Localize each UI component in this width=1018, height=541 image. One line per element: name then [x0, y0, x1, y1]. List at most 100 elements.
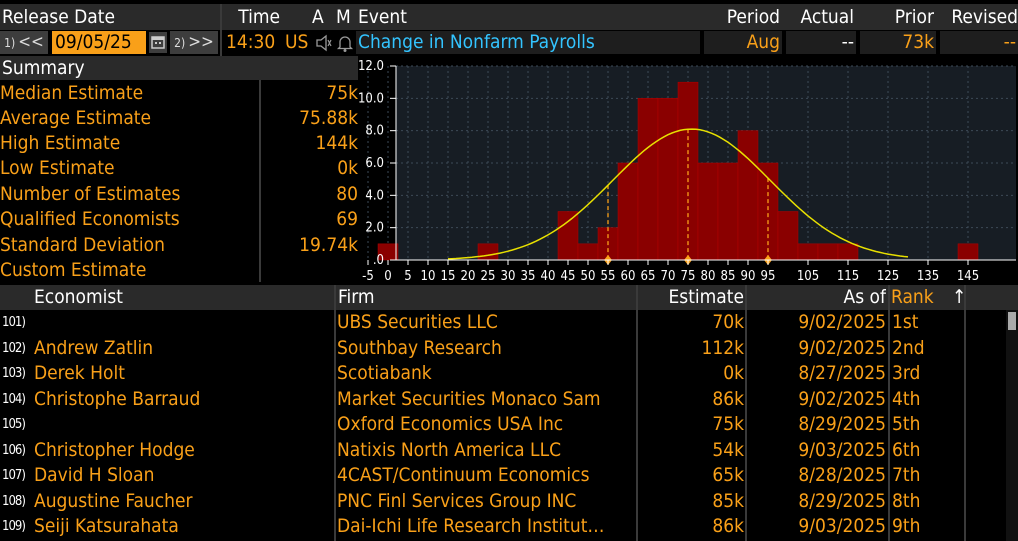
- a-header[interactable]: A: [312, 6, 324, 28]
- x-tick-label: 0: [384, 269, 391, 284]
- table-row[interactable]: 107) David H Sloan 4CAST/Continuum Econo…: [0, 463, 1006, 489]
- economist-name[interactable]: Christopher Hodge: [34, 438, 195, 461]
- summary-value: 75.88k: [299, 107, 358, 129]
- firm-name[interactable]: Oxford Economics USA Inc: [337, 413, 564, 435]
- speaker-icon[interactable]: [315, 33, 333, 53]
- x-tick-label: 105: [797, 269, 819, 284]
- rank-value: 1st: [892, 311, 919, 333]
- histogram-bar: [617, 162, 639, 261]
- summary-label[interactable]: Custom Estimate: [0, 259, 147, 281]
- actual-header[interactable]: Actual: [800, 6, 854, 28]
- estimate-value: 70k: [712, 311, 744, 333]
- x-tick-label: 135: [917, 269, 939, 284]
- firm-name[interactable]: PNC Finl Services Group INC: [337, 489, 577, 512]
- firm-name[interactable]: Scotiabank: [337, 362, 432, 384]
- firm-name[interactable]: Market Securities Monaco Sam: [337, 387, 601, 410]
- economist-name[interactable]: Seiji Katsurahata: [34, 515, 179, 537]
- x-tick-label: 55: [601, 269, 616, 284]
- alert-bell-icon[interactable]: [336, 33, 354, 53]
- x-tick-label: 85: [721, 269, 736, 284]
- table-scrollbar[interactable]: [1006, 310, 1018, 541]
- x-tick-label: 60: [621, 269, 636, 284]
- prev-date-button[interactable]: 1) <<: [0, 31, 48, 54]
- as-of-date: 8/27/2025: [798, 362, 886, 384]
- rank-column-header[interactable]: Rank: [891, 286, 934, 308]
- table-row[interactable]: 104) Christophe Barraud Market Securitie…: [0, 387, 1006, 413]
- histogram-bar: [797, 243, 819, 261]
- as-of-date: 8/28/2025: [798, 464, 886, 486]
- table-row[interactable]: 109) Seiji Katsurahata Dai-Ichi Life Res…: [0, 514, 1006, 540]
- m-header[interactable]: M: [336, 6, 351, 28]
- firm-name[interactable]: UBS Securities LLC: [337, 311, 498, 333]
- firm-name[interactable]: Natixis North America LLC: [337, 438, 562, 461]
- y-tick-label: 2.0: [365, 221, 384, 236]
- rank-value: 7th: [892, 464, 921, 486]
- event-header[interactable]: Event: [358, 6, 407, 28]
- summary-label: Standard Deviation: [0, 234, 165, 256]
- x-tick-label: 10: [421, 269, 436, 284]
- table-row[interactable]: 106) Christopher Hodge Natixis North Ame…: [0, 438, 1006, 464]
- table-row[interactable]: 101) UBS Securities LLC 70k 9/02/2025 1s…: [0, 310, 1006, 336]
- header-bar: [0, 4, 1018, 30]
- x-tick-label: 45: [561, 269, 576, 284]
- economist-name[interactable]: Augustine Faucher: [34, 489, 193, 512]
- revised-header[interactable]: Revised: [951, 6, 1018, 28]
- revised-value: --: [940, 31, 1018, 54]
- x-tick-label: 35: [521, 269, 536, 284]
- prev-num: 1): [4, 36, 16, 50]
- economist-name[interactable]: Christophe Barraud: [34, 387, 201, 410]
- estimates-histogram: 12.0 10.0 8.0 6.0 4.0 2.0 .0 -5 0 5 10 15 20 25 30 35 4…: [358, 56, 1018, 286]
- x-tick-label: 115: [837, 269, 859, 284]
- economist-column-header[interactable]: Economist: [34, 286, 123, 308]
- sort-ascending-icon[interactable]: ↑: [952, 286, 966, 308]
- x-tick-label: 80: [701, 269, 716, 284]
- custom-estimate-input[interactable]: [262, 258, 358, 283]
- x-tick-label: -5: [362, 269, 374, 284]
- row-number: 106): [2, 442, 26, 458]
- table-row[interactable]: 108) Augustine Faucher PNC Finl Services…: [0, 489, 1006, 515]
- period-header[interactable]: Period: [726, 6, 780, 28]
- economist-name[interactable]: Andrew Zatlin: [34, 336, 154, 359]
- row-number: 104): [2, 391, 26, 407]
- x-tick-label: 75: [681, 269, 696, 284]
- table-row[interactable]: 103) Derek Holt Scotiabank 0k 8/27/2025 …: [0, 361, 1006, 387]
- period-value: Aug: [704, 31, 782, 54]
- event-name-link[interactable]: Change in Nonfarm Payrolls: [356, 31, 700, 54]
- economist-name[interactable]: Derek Holt: [34, 362, 125, 384]
- prior-value: 73k: [860, 31, 936, 54]
- next-arrow: >>: [188, 32, 214, 52]
- summary-label: High Estimate: [0, 132, 121, 154]
- firm-name[interactable]: Southbay Research: [337, 336, 502, 359]
- next-date-button[interactable]: 2) >>: [170, 31, 218, 54]
- table-row[interactable]: 105) Oxford Economics USA Inc 75k 8/29/2…: [0, 412, 1006, 438]
- calendar-icon[interactable]: [149, 32, 167, 53]
- col-divider: [745, 285, 747, 541]
- row-number: 101): [2, 315, 26, 330]
- summary-label: Qualified Economists: [0, 208, 180, 230]
- histogram-bar: [837, 243, 859, 261]
- table-row[interactable]: 102) Andrew Zatlin Southbay Research 112…: [0, 336, 1006, 362]
- release-date-header[interactable]: Release Date: [2, 6, 115, 28]
- release-date-input[interactable]: 09/05/25: [52, 31, 146, 54]
- estimate-column-header[interactable]: Estimate: [668, 286, 745, 308]
- normal-curve: [447, 128, 909, 260]
- x-tick-label: 70: [661, 269, 676, 284]
- scrollbar-thumb[interactable]: [1008, 312, 1016, 330]
- firm-name[interactable]: 4CAST/Continuum Economics: [337, 464, 590, 486]
- x-tick-label: 5: [404, 269, 411, 284]
- row-number: 103): [2, 366, 26, 381]
- col-divider: [334, 285, 336, 541]
- histogram-bar: [737, 130, 759, 261]
- firm-name[interactable]: Dai-Ichi Life Research Institut…: [337, 515, 605, 537]
- summary-value: 144k: [315, 132, 358, 154]
- actual-value: --: [786, 31, 856, 54]
- y-tick-label: 6.0: [365, 156, 384, 171]
- economist-name[interactable]: David H Sloan: [34, 464, 155, 486]
- x-tick-label: 15: [441, 269, 456, 284]
- prior-header[interactable]: Prior: [894, 6, 934, 28]
- rank-value: 8th: [892, 489, 921, 512]
- as-of-column-header[interactable]: As of: [843, 286, 887, 308]
- as-of-date: 9/02/2025: [798, 336, 886, 359]
- time-header[interactable]: Time: [238, 6, 280, 28]
- firm-column-header[interactable]: Firm: [338, 286, 375, 308]
